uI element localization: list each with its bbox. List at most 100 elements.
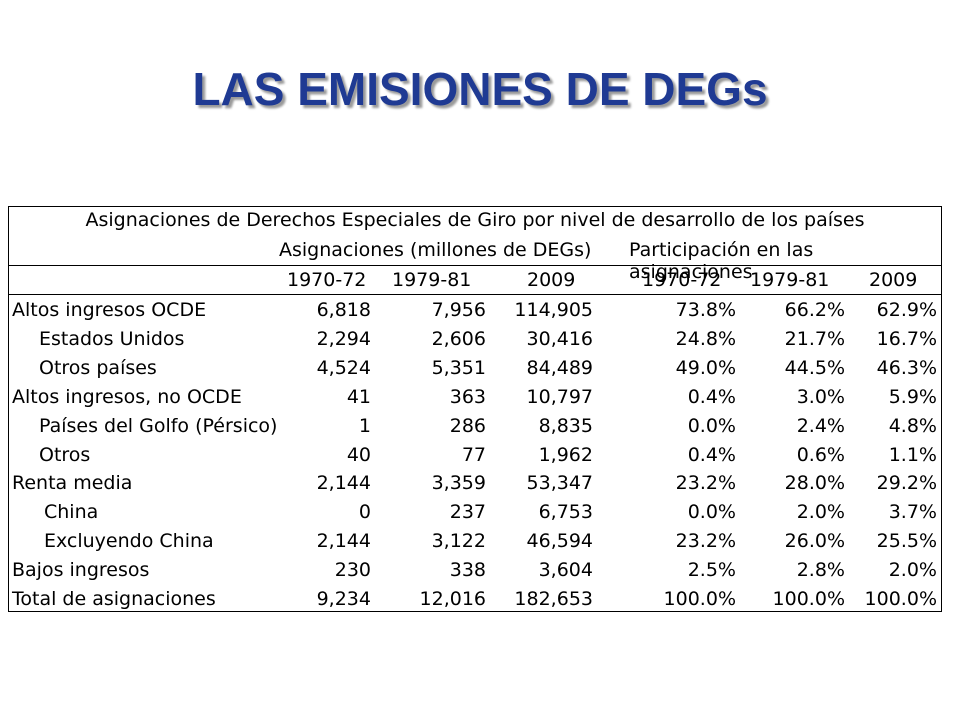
share-value: 0.0%: [687, 414, 736, 437]
share-value: 62.9%: [876, 299, 937, 321]
row-label: Altos ingresos OCDE: [12, 299, 207, 321]
allocations-table: Asignaciones de Derechos Especiales de G…: [8, 206, 942, 612]
share-value: 29.2%: [876, 472, 937, 495]
table-row: Total de asignaciones 9,234 12,016 182,653 1…: [9, 585, 941, 614]
share-value: 2.4%: [796, 414, 845, 437]
share-value: 16.7%: [876, 327, 937, 350]
share-value: 0.4%: [687, 385, 736, 408]
share-value: 100.0%: [663, 588, 736, 610]
allocation-value: 286: [449, 414, 486, 437]
table-row: Altos ingresos OCDE 6,818 7,956 114,905 73.8…: [9, 296, 941, 325]
share-value: 2.0%: [796, 501, 845, 524]
table-row: Renta media 2,144 3,359 53,347 23.2% 28.0% 29.…: [9, 469, 941, 498]
share-value: 23.2%: [675, 530, 736, 553]
year-header: 1970-72: [287, 269, 367, 291]
allocation-value: 84,489: [526, 356, 593, 379]
share-value: 5.9%: [888, 385, 937, 408]
share-value: 3.0%: [796, 385, 845, 408]
allocation-value: 2,144: [316, 530, 371, 553]
group-header-shares: Participación en las asignaciones: [629, 239, 814, 283]
group-header-allocations: Asignaciones (millones de DEGs): [279, 239, 592, 261]
allocation-value: 53,347: [526, 472, 593, 495]
allocation-value: 7,956: [431, 299, 486, 321]
allocation-value: 237: [449, 501, 486, 524]
slide-title: LAS EMISIONES DE DEGs: [192, 63, 768, 115]
share-value: 49.0%: [675, 356, 736, 379]
allocation-value: 77: [461, 443, 486, 466]
allocation-value: 10,797: [526, 385, 593, 408]
share-value: 21.7%: [784, 327, 845, 350]
allocation-value: 40: [346, 443, 371, 466]
allocation-value: 8,835: [538, 414, 593, 437]
year-divider: [9, 294, 941, 295]
share-value: 23.2%: [675, 472, 736, 495]
allocation-value: 5,351: [431, 356, 486, 379]
share-value: 100.0%: [772, 588, 845, 610]
row-label: Total de asignaciones: [12, 588, 216, 610]
table-row: Excluyendo China 2,144 3,122 46,594 23.2% 26.…: [9, 527, 941, 556]
row-label: Estados Unidos: [39, 327, 185, 350]
allocation-value: 2,294: [316, 327, 371, 350]
allocation-value: 1: [358, 414, 371, 437]
share-value: 0.6%: [796, 443, 845, 466]
allocation-value: 4,524: [316, 356, 371, 379]
share-value: 24.8%: [675, 327, 736, 350]
share-value: 2.8%: [796, 559, 845, 582]
year-header: 1979-81: [750, 269, 830, 291]
allocation-value: 182,653: [514, 588, 593, 610]
allocation-value: 3,122: [431, 530, 486, 553]
allocation-value: 114,905: [514, 299, 593, 321]
row-label: Renta media: [12, 472, 133, 495]
allocation-value: 338: [449, 559, 486, 582]
allocation-value: 30,416: [526, 327, 593, 350]
year-header: 1970-72: [642, 269, 722, 291]
allocation-value: 230: [334, 559, 371, 582]
header-divider: [9, 265, 941, 266]
row-label: Otros países: [39, 356, 157, 379]
table-caption: Asignaciones de Derechos Especiales de G…: [85, 209, 865, 231]
allocation-value: 3,604: [538, 559, 593, 582]
allocation-value: 2,144: [316, 472, 371, 495]
row-label: Bajos ingresos: [12, 559, 150, 582]
share-value: 4.8%: [888, 414, 937, 437]
table-row: Altos ingresos, no OCDE 41 363 10,797 0.4% 3.…: [9, 383, 941, 412]
row-label: Países del Golfo (Pérsico): [39, 414, 278, 437]
allocation-value: 0: [358, 501, 371, 524]
allocation-value: 6,753: [538, 501, 593, 524]
table-row: Estados Unidos 2,294 2,606 30,416 24.8% 21.7%…: [9, 325, 941, 354]
allocation-value: 41: [346, 385, 371, 408]
year-header: 2009: [869, 269, 918, 291]
allocation-value: 9,234: [316, 588, 371, 610]
share-value: 66.2%: [784, 299, 845, 321]
row-label: Altos ingresos, no OCDE: [12, 385, 242, 408]
row-label: China: [44, 501, 99, 524]
share-value: 0.0%: [687, 501, 736, 524]
allocation-value: 46,594: [526, 530, 593, 553]
year-header: 2009: [527, 269, 576, 291]
share-value: 0.4%: [687, 443, 736, 466]
allocation-value: 2,606: [431, 327, 486, 350]
table-row: Bajos ingresos 230 338 3,604 2.5% 2.8% 2.0%: [9, 556, 941, 585]
row-label: Excluyendo China: [44, 530, 214, 553]
share-value: 46.3%: [876, 356, 937, 379]
allocation-value: 1,962: [538, 443, 593, 466]
row-label: Otros: [39, 443, 91, 466]
allocation-value: 12,016: [419, 588, 486, 610]
share-value: 26.0%: [784, 530, 845, 553]
allocation-value: 6,818: [316, 299, 371, 321]
table-row: China 0 237 6,753 0.0% 2.0% 3.7%: [9, 498, 941, 527]
share-value: 2.0%: [888, 559, 937, 582]
share-value: 28.0%: [784, 472, 845, 495]
share-value: 73.8%: [675, 299, 736, 321]
share-value: 1.1%: [888, 443, 937, 466]
share-value: 25.5%: [876, 530, 937, 553]
table-row: Países del Golfo (Pérsico) 1 286 8,835 0.0% 2…: [9, 412, 941, 441]
share-value: 2.5%: [687, 559, 736, 582]
allocation-value: 363: [449, 385, 486, 408]
share-value: 3.7%: [888, 501, 937, 524]
year-header: 1979-81: [392, 269, 472, 291]
table-row: Otros países 4,524 5,351 84,489 49.0% 44.5% 46…: [9, 354, 941, 383]
share-value: 100.0%: [864, 588, 937, 610]
share-value: 44.5%: [784, 356, 845, 379]
allocation-value: 3,359: [431, 472, 486, 495]
